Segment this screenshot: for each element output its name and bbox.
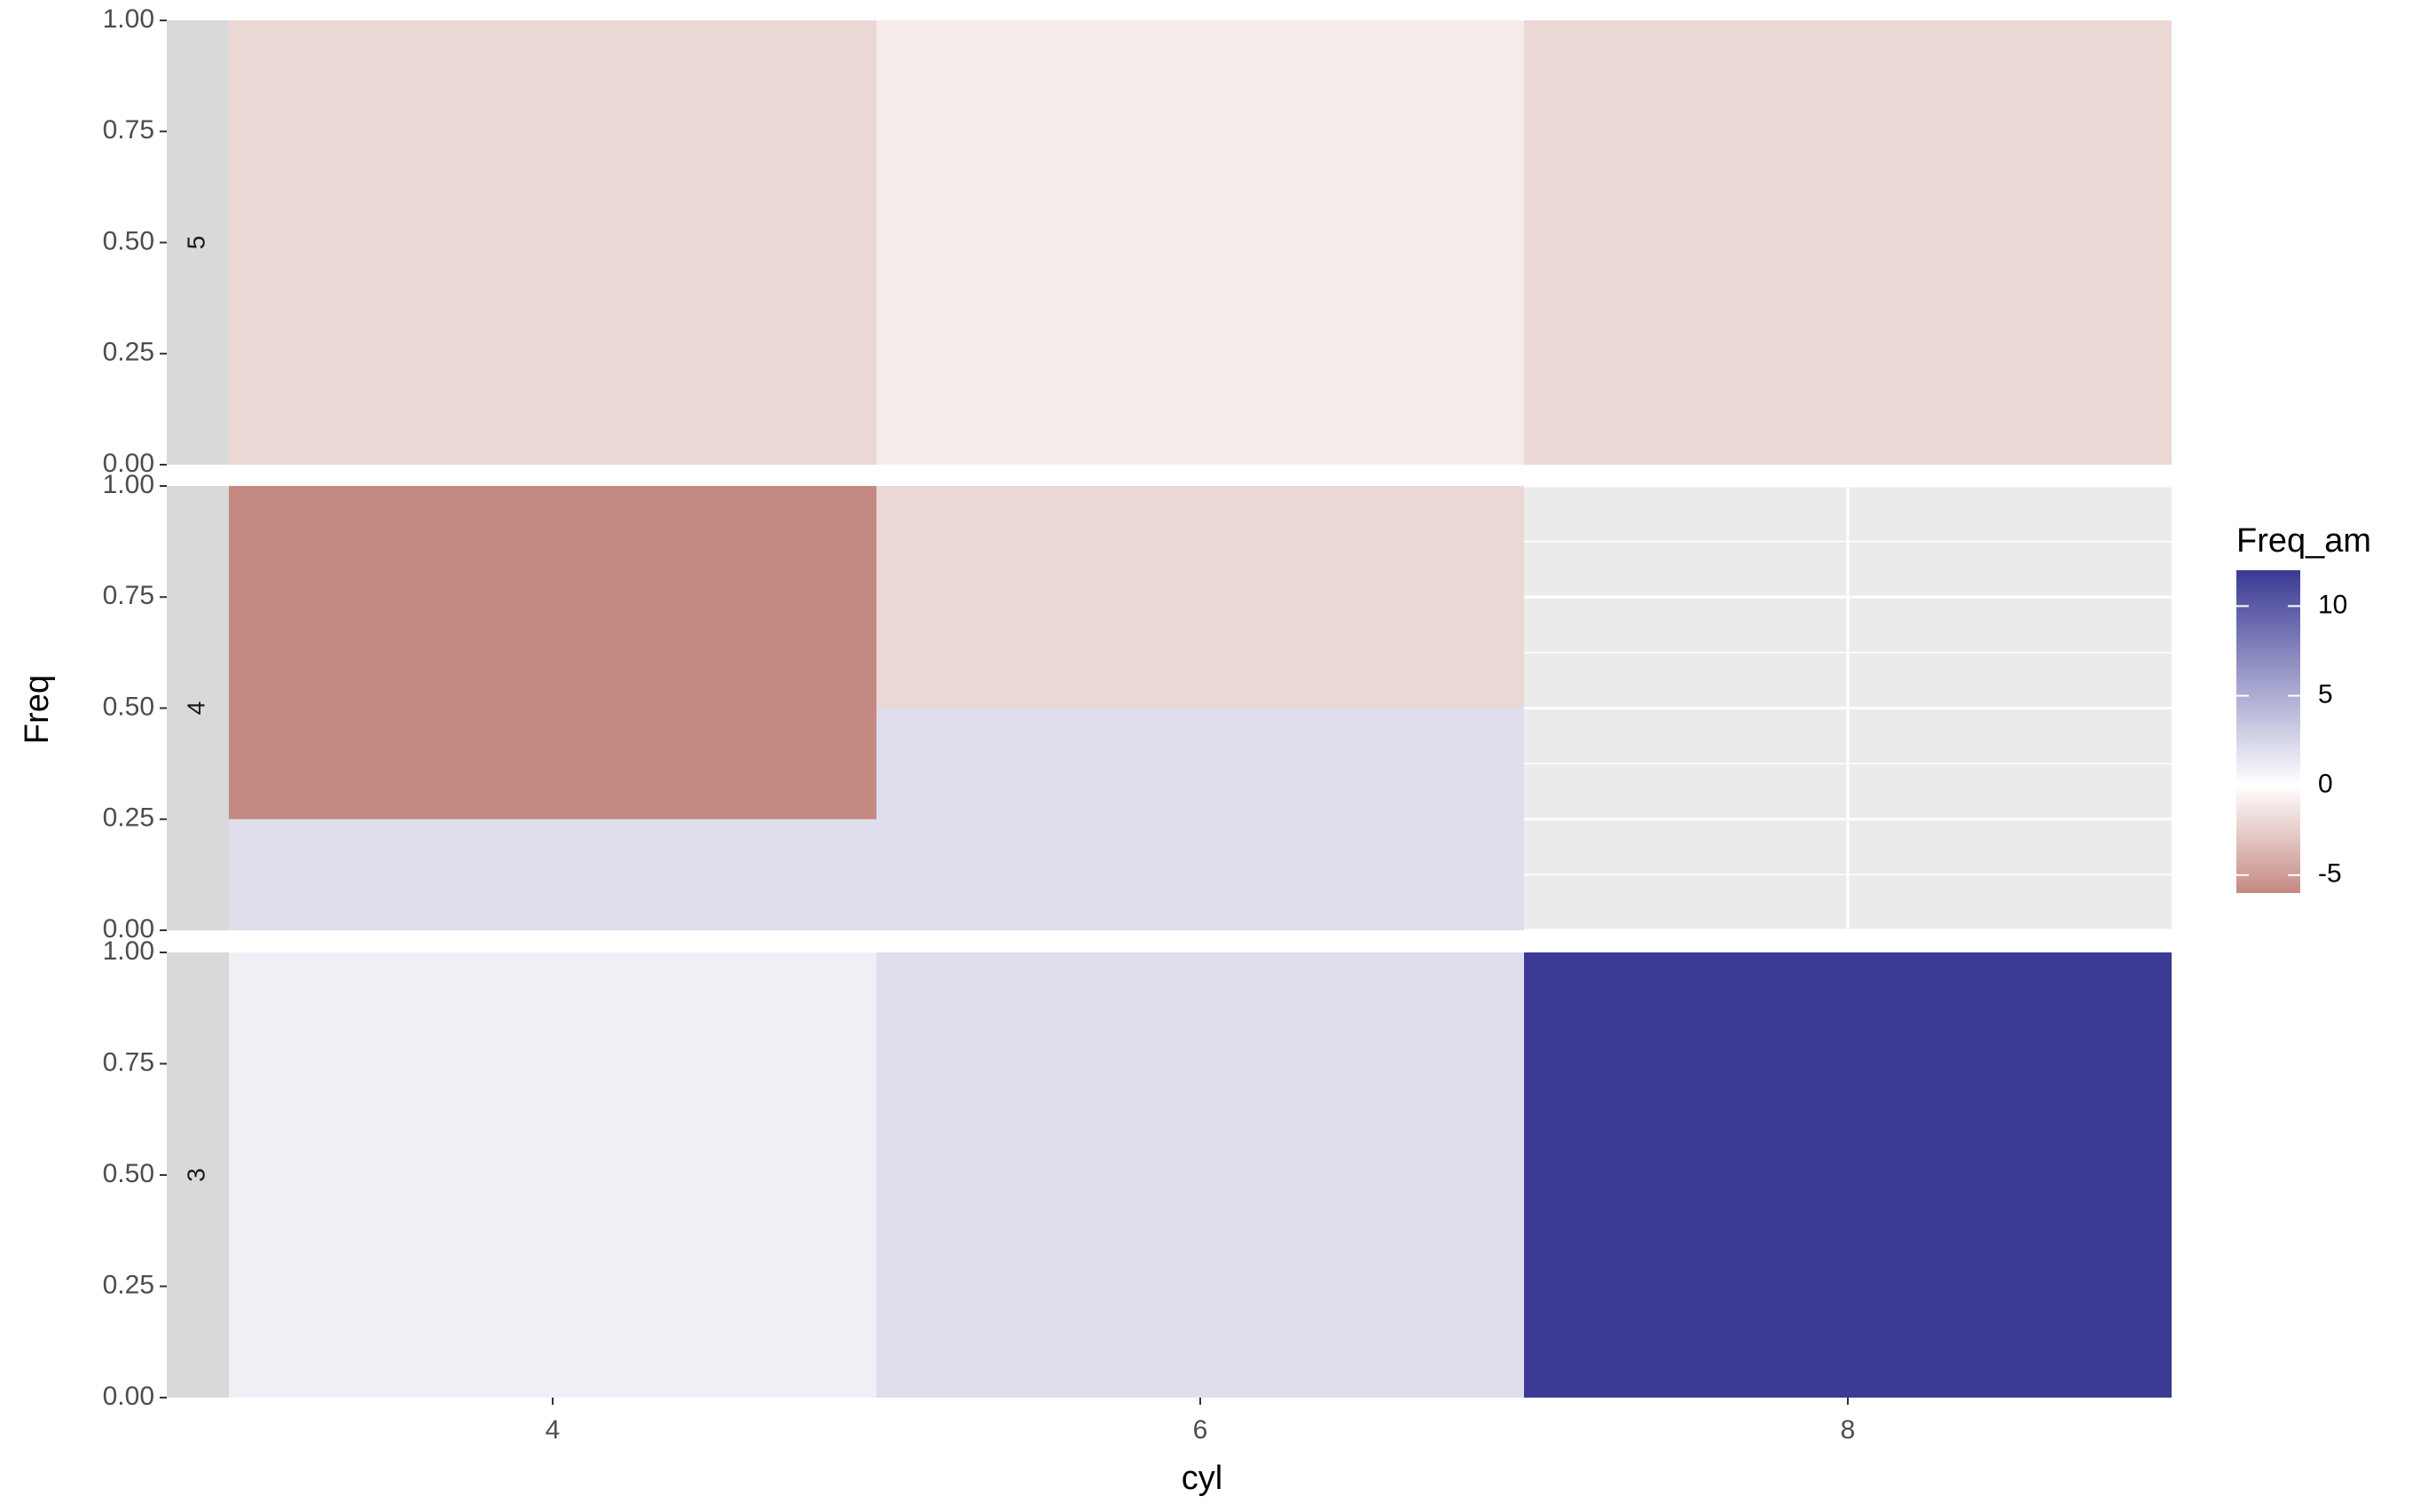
legend-tick-label: 0 bbox=[2318, 770, 2333, 799]
x-tick-label: 4 bbox=[546, 1415, 561, 1445]
y-tick-label: 0.00 bbox=[103, 1382, 154, 1411]
y-tick-label: 1.00 bbox=[103, 4, 154, 34]
colorbar bbox=[2236, 570, 2300, 893]
tile bbox=[229, 20, 876, 465]
strip bbox=[167, 20, 229, 465]
tile bbox=[1524, 952, 2172, 1398]
legend-tick-label: 5 bbox=[2318, 679, 2333, 709]
tile bbox=[229, 486, 876, 819]
y-tick-label: 1.00 bbox=[103, 936, 154, 966]
y-tick-label: 0.75 bbox=[103, 115, 154, 145]
y-tick-label: 0.00 bbox=[103, 449, 154, 478]
legend-title: Freq_am bbox=[2236, 522, 2371, 560]
y-tick-label: 0.00 bbox=[103, 914, 154, 944]
strip-label: 4 bbox=[182, 701, 209, 716]
y-tick-label: 0.50 bbox=[103, 692, 154, 721]
strip bbox=[167, 486, 229, 930]
tile bbox=[229, 952, 876, 1398]
y-tick-label: 0.25 bbox=[103, 338, 154, 367]
y-tick-label: 0.25 bbox=[103, 1270, 154, 1299]
x-tick-label: 8 bbox=[1841, 1415, 1856, 1445]
y-tick-label: 0.75 bbox=[103, 581, 154, 610]
strip bbox=[167, 952, 229, 1398]
strip-label: 5 bbox=[182, 236, 209, 250]
strip-label: 3 bbox=[182, 1168, 209, 1182]
y-tick-label: 0.50 bbox=[103, 1159, 154, 1188]
tile bbox=[876, 20, 1524, 465]
tile bbox=[876, 708, 1524, 930]
y-tick-label: 0.50 bbox=[103, 226, 154, 255]
tile bbox=[876, 952, 1524, 1398]
y-axis-title: Freq bbox=[19, 675, 56, 744]
x-axis-title: cyl bbox=[1182, 1460, 1222, 1497]
x-tick-label: 6 bbox=[1193, 1415, 1208, 1445]
y-tick-label: 0.75 bbox=[103, 1047, 154, 1077]
tile bbox=[1524, 20, 2172, 465]
tile bbox=[876, 486, 1524, 709]
legend-tick-label: -5 bbox=[2318, 859, 2342, 889]
y-tick-label: 1.00 bbox=[103, 470, 154, 499]
legend-tick-label: 10 bbox=[2318, 590, 2347, 619]
y-tick-label: 0.25 bbox=[103, 803, 154, 833]
tile bbox=[229, 819, 876, 930]
